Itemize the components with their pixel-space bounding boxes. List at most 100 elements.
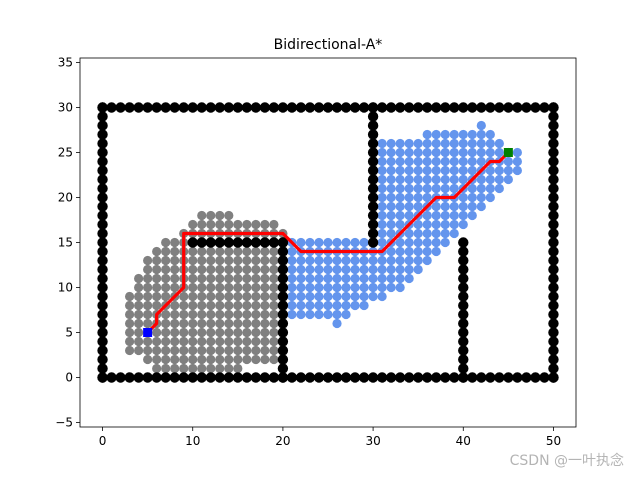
backward-search-point [296,237,306,248]
obstacle-point [322,102,334,113]
backward-search-point [377,174,387,185]
obstacle-point [358,102,370,113]
obstacle-point [295,102,307,113]
backward-search-point [395,174,405,185]
obstacle-point [367,228,379,239]
forward-search-point [197,273,207,284]
forward-search-point [134,282,144,293]
backward-search-point [296,300,306,311]
backward-search-point [404,228,414,239]
backward-search-point [413,192,423,203]
backward-search-point [314,273,324,284]
obstacle-point [458,102,469,113]
forward-search-point [179,363,189,374]
backward-search-point [305,282,315,293]
forward-search-point [224,210,234,221]
forward-search-point [197,210,207,221]
forward-search-point [152,282,162,293]
forward-search-point [170,345,180,356]
forward-search-point [260,219,270,230]
obstacle-point [367,147,379,158]
obstacle-point [458,300,469,311]
forward-search-point [260,318,270,329]
backward-search-point [323,309,333,320]
forward-search-point [179,309,189,320]
obstacle-point [304,102,316,113]
obstacle-point [151,372,162,383]
backward-search-point [476,192,486,203]
backward-search-point [359,273,369,284]
backward-search-point [368,264,378,275]
backward-search-point [386,174,396,185]
obstacle-point [548,120,559,131]
backward-search-point [395,246,405,257]
forward-search-point [152,354,162,365]
obstacle-point [367,102,379,113]
obstacle-point [548,237,559,248]
obstacle-point [422,102,433,113]
forward-search-point [242,246,252,257]
backward-search-point [359,264,369,275]
obstacle-point [548,273,559,284]
obstacle-point [106,372,117,383]
x-tick-label: 30 [365,434,380,448]
forward-search-point [152,255,162,266]
obstacle-point [232,237,244,248]
forward-search-point [260,273,270,284]
obstacle-point [530,102,541,113]
forward-search-point [242,264,252,275]
backward-search-point [440,147,450,158]
backward-search-point [377,282,387,293]
backward-search-point [440,174,450,185]
backward-search-point [386,273,396,284]
obstacle-point [458,264,469,275]
forward-search-point [242,354,252,365]
obstacle-point [169,102,180,113]
backward-search-point [395,273,405,284]
backward-search-point [449,147,459,158]
backward-search-point [296,273,306,284]
obstacle-point [340,102,352,113]
forward-search-point [224,291,234,302]
backward-search-point [305,291,315,302]
obstacle-point [485,102,496,113]
obstacle-point [214,102,225,113]
forward-search-point [143,336,153,347]
backward-search-point [341,237,351,248]
forward-search-point [179,318,189,329]
backward-search-point [422,147,432,158]
forward-search-point [170,246,180,257]
obstacle-point [394,372,406,383]
forward-search-point [260,255,270,266]
backward-search-point [431,237,441,248]
obstacle-point [196,237,207,248]
backward-search-point [377,237,387,248]
forward-search-point [206,336,216,347]
backward-search-point [287,309,297,320]
forward-search-point [260,345,270,356]
forward-search-point [206,282,216,293]
backward-search-point [485,174,495,185]
obstacle-point [277,273,289,284]
obstacle-point [548,192,559,203]
obstacle-point [394,102,406,113]
backward-search-point [377,210,387,221]
forward-search-point [269,309,279,320]
forward-search-point [143,282,153,293]
obstacle-point [277,336,289,347]
backward-search-point [386,138,396,149]
forward-search-point [251,219,261,230]
obstacle-point [548,282,559,293]
obstacle-point [548,111,559,122]
backward-search-point [377,273,387,284]
obstacle-point [367,120,379,131]
backward-search-point [332,264,342,275]
backward-search-point [485,147,495,158]
obstacle-point [241,237,253,248]
forward-search-point [269,300,279,311]
forward-search-point [215,273,225,284]
forward-search-point [215,336,225,347]
obstacle-point [367,138,379,149]
backward-search-point [332,318,342,329]
forward-search-point [152,345,162,356]
